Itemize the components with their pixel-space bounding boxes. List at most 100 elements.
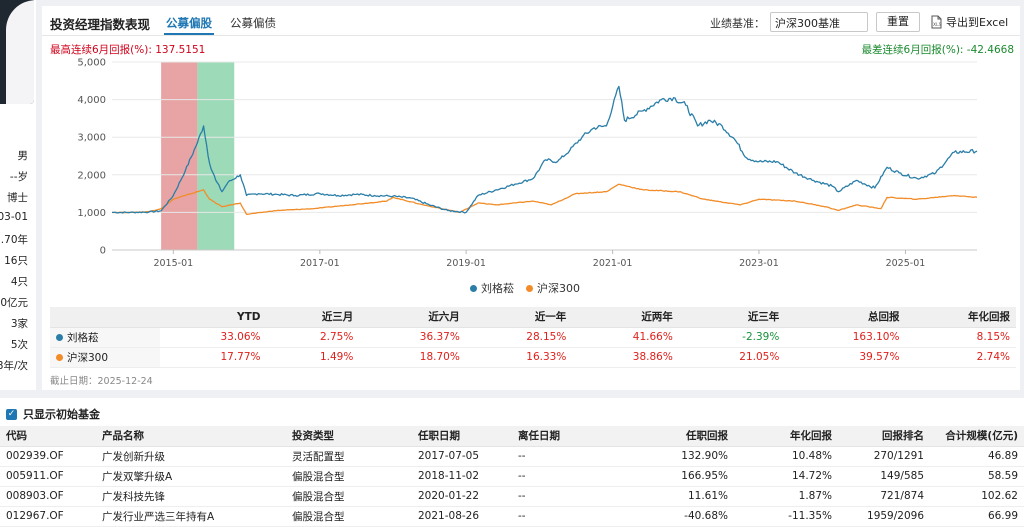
y-tick-label: 1,000 bbox=[77, 208, 106, 219]
benchmark-input[interactable]: 沪深300基准 bbox=[770, 12, 868, 32]
performance-row-name: 沪深300 bbox=[50, 347, 160, 368]
performance-value: 41.66% bbox=[572, 327, 679, 348]
export-label: 导出到Excel bbox=[946, 16, 1009, 29]
performance-table-header: YTD 近三月 近六月 近一年 近两年 近三年 总回报 年化回报 bbox=[50, 307, 1016, 328]
fund-cell: 66.99 bbox=[930, 506, 1024, 527]
performance-value: 16.33% bbox=[465, 347, 573, 368]
fund-cell: 1959/2096 bbox=[838, 506, 930, 527]
x-tick-label: 2021-01 bbox=[593, 258, 633, 269]
funds-column-header[interactable]: 产品名称 bbox=[96, 426, 286, 447]
funds-column-header[interactable]: 任职日期 bbox=[412, 426, 512, 447]
fund-cell[interactable]: 广发行业严选三年持有A bbox=[96, 506, 286, 527]
legend-label-benchmark: 沪深300 bbox=[537, 282, 580, 295]
only-initial-toggle[interactable]: ✓ 只显示初始基金 bbox=[6, 406, 100, 422]
x-tick-label: 2015-01 bbox=[153, 258, 193, 269]
y-tick-label: 3,000 bbox=[77, 133, 106, 144]
fund-row[interactable]: 012967.OF 广发行业严选三年持有A 偏股混合型 2021-08-26 -- -40… bbox=[0, 506, 1024, 527]
manager-info-item: 博士 bbox=[7, 192, 28, 204]
funds-column-header[interactable]: 任职回报 bbox=[622, 426, 734, 447]
performance-value: 38.86% bbox=[572, 347, 679, 368]
fund-cell[interactable]: 008903.OF bbox=[0, 486, 96, 507]
funds-column-header[interactable]: 投资类型 bbox=[286, 426, 412, 447]
performance-value: 17.77% bbox=[160, 347, 267, 368]
manager-photo bbox=[0, 0, 34, 104]
series-line-manager bbox=[112, 85, 978, 214]
fund-cell[interactable]: 广发创新升级 bbox=[96, 446, 286, 467]
legend-label-manager: 刘格菘 bbox=[481, 282, 514, 295]
manager-info-item: 03-01 bbox=[0, 211, 28, 223]
legend-item-manager[interactable]: 刘格菘 bbox=[470, 280, 514, 296]
x-tick-label: 2023-01 bbox=[739, 258, 779, 269]
performance-row: 沪深300 17.77% 1.49% 18.70% 16.33% 38.86% 21.05%… bbox=[50, 347, 1016, 368]
performance-line-chart: 0 1,000 2,000 3,000 4,000 5,000 2015-01 2017-01… bbox=[77, 58, 978, 269]
best-6m-return: 最高连续6月回报(%): 137.5151 bbox=[50, 44, 206, 56]
fund-cell: 102.62 bbox=[930, 486, 1024, 507]
chart-legend: 刘格菘 沪深300 bbox=[42, 280, 1020, 296]
tab-bond-funds[interactable]: 公募偏债 bbox=[230, 16, 276, 30]
export-excel-button[interactable]: XLS 导出到Excel bbox=[930, 14, 1008, 30]
tab-equity-funds[interactable]: 公募偏股 bbox=[166, 16, 212, 30]
fund-cell: 270/1291 bbox=[838, 446, 930, 467]
performance-column-header: 近一年 bbox=[465, 307, 573, 328]
manager-info-item: 8年/次 bbox=[0, 360, 28, 372]
performance-column-header bbox=[50, 307, 160, 328]
funds-column-header[interactable]: 代码 bbox=[0, 426, 96, 447]
svg-text:XLS: XLS bbox=[933, 22, 942, 28]
performance-value: 33.06% bbox=[160, 327, 267, 348]
fund-cell[interactable]: 005911.OF bbox=[0, 466, 96, 487]
worst-6m-return: 最差连续6月回报(%): -42.4668 bbox=[861, 44, 1014, 56]
funds-card: ✓ 只显示初始基金 代码 产品名称 投资类型 任职日期 离任日期 任职回报 年化回报 回报排名… bbox=[0, 398, 1024, 527]
performance-value: 28.15% bbox=[465, 327, 573, 348]
manager-info-item: 3家 bbox=[10, 318, 28, 330]
funds-column-header[interactable]: 合计规模(亿元) bbox=[930, 426, 1024, 447]
legend-item-benchmark[interactable]: 沪深300 bbox=[526, 280, 580, 296]
series-marker-icon bbox=[56, 353, 63, 361]
performance-value: 18.70% bbox=[359, 347, 466, 368]
y-tick-label: 4,000 bbox=[77, 95, 106, 106]
reset-button[interactable]: 重置 bbox=[876, 12, 920, 32]
funds-column-header[interactable]: 回报排名 bbox=[838, 426, 930, 447]
fund-cell: 2018-11-02 bbox=[412, 466, 512, 487]
manager-info-item: 0亿元 bbox=[0, 297, 28, 309]
fund-cell: 149/585 bbox=[838, 466, 930, 487]
performance-column-header: 近三年 bbox=[678, 307, 786, 328]
manager-info-item: .70年 bbox=[0, 234, 28, 246]
fund-row[interactable]: 008903.OF 广发科技先锋 偏股混合型 2020-01-22 -- 11.61% 1.… bbox=[0, 486, 1024, 507]
series-line-benchmark bbox=[111, 183, 978, 215]
only-initial-label: 只显示初始基金 bbox=[23, 408, 100, 421]
checkbox-checked-icon[interactable]: ✓ bbox=[6, 408, 17, 420]
funds-column-header[interactable]: 年化回报 bbox=[734, 426, 838, 447]
fund-cell[interactable]: 012967.OF bbox=[0, 506, 96, 527]
y-tick-label: 5,000 bbox=[77, 58, 106, 69]
fund-cell[interactable]: 广发双擎升级A bbox=[96, 466, 286, 487]
performance-row-name: 刘格菘 bbox=[50, 327, 160, 348]
performance-column-header: 总回报 bbox=[785, 307, 906, 328]
card-header: 投资经理指数表现 公募偏股 公募偏债 业绩基准： 沪深300基准 重置 XLS … bbox=[42, 6, 1020, 36]
performance-column-header: 近两年 bbox=[572, 307, 679, 328]
fund-cell: 58.59 bbox=[930, 466, 1024, 487]
performance-card: 投资经理指数表现 公募偏股 公募偏债 业绩基准： 沪深300基准 重置 XLS … bbox=[42, 6, 1020, 390]
fund-row[interactable]: 002939.OF 广发创新升级 灵活配置型 2017-07-05 -- 132.90% 1… bbox=[0, 446, 1024, 467]
performance-table: YTD 近三月 近六月 近一年 近两年 近三年 总回报 年化回报 刘格菘 33.06% 2.75%… bbox=[50, 307, 1016, 368]
fund-cell: -- bbox=[512, 486, 622, 507]
fund-cell[interactable]: 广发科技先锋 bbox=[96, 486, 286, 507]
fund-cell[interactable]: 002939.OF bbox=[0, 446, 96, 467]
performance-column-header: 近三月 bbox=[266, 307, 360, 328]
funds-column-header[interactable]: 离任日期 bbox=[512, 426, 622, 447]
excel-export-icon: XLS bbox=[931, 15, 942, 29]
manager-info-item: 男 bbox=[17, 150, 29, 162]
y-tick-label: 2,000 bbox=[77, 170, 106, 181]
x-tick-label: 2025-01 bbox=[886, 258, 926, 269]
fund-row[interactable]: 005911.OF 广发双擎升级A 偏股混合型 2018-11-02 -- 166.95%… bbox=[0, 466, 1024, 487]
manager-profile-panel: 男 --岁 博士 03-01 .70年 16只 4只 0亿元 3家 5次 8年/次 bbox=[0, 0, 36, 390]
funds-table-header: 代码 产品名称 投资类型 任职日期 离任日期 任职回报 年化回报 回报排名 合计规模(亿元) bbox=[0, 426, 1024, 447]
active-tab-indicator bbox=[164, 33, 214, 35]
fund-cell: 偏股混合型 bbox=[286, 466, 412, 487]
fund-cell: -- bbox=[512, 466, 622, 487]
fund-cell: 14.72% bbox=[734, 466, 838, 487]
fund-cell: 2017-07-05 bbox=[412, 446, 512, 467]
fund-cell: 2020-01-22 bbox=[412, 486, 512, 507]
fund-cell: 偏股混合型 bbox=[286, 486, 412, 507]
series-marker-icon bbox=[56, 333, 63, 341]
performance-table-body: 刘格菘 33.06% 2.75% 36.37% 28.15% 41.66% -2.39% 16… bbox=[50, 327, 1016, 368]
